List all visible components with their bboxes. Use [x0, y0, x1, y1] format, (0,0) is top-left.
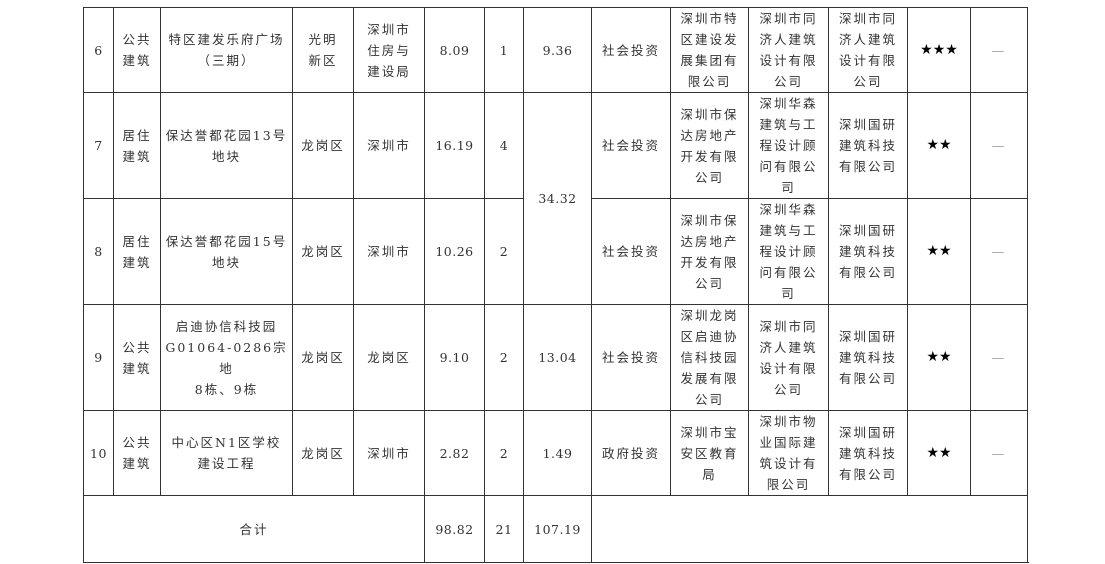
district: 龙岗区 — [292, 304, 354, 411]
project-name: 保达誉都花园13号 地块 — [160, 92, 293, 199]
authority: 深圳市 — [353, 92, 425, 199]
building-type: 公共 建筑 — [113, 304, 161, 411]
building-area: 2.82 — [424, 410, 485, 496]
note: — — [970, 7, 1028, 93]
row-number: 9 — [83, 304, 114, 411]
project-name: 中心区N1区学校 建设工程 — [160, 410, 293, 496]
design-unit: 深圳市物 业国际建 筑设计有 限公司 — [748, 410, 829, 496]
star-rating: ★★★ — [907, 7, 971, 93]
total-empty — [591, 495, 1028, 563]
note: — — [970, 304, 1028, 411]
developer: 深圳市特 区建设发 展集团有 限公司 — [670, 7, 749, 93]
consulting-unit: 深圳国研 建筑科技 有限公司 — [828, 92, 908, 199]
building-type: 公共 建筑 — [113, 410, 161, 496]
developer: 深圳市宝 安区教育 局 — [670, 410, 749, 496]
building-count: 2 — [484, 304, 524, 411]
row-number: 8 — [83, 198, 114, 305]
row-number: 10 — [83, 410, 114, 496]
building-area: 9.10 — [424, 304, 485, 411]
row-number: 6 — [83, 7, 114, 93]
row-number: 7 — [83, 92, 114, 199]
total-investment: 107.19 — [523, 495, 592, 563]
investment: 1.49 — [523, 410, 592, 496]
total-count: 21 — [484, 495, 524, 563]
table-row: 6 公共 建筑 特区建发乐府广场 （三期） 光明 新区 深圳市 住房与 建设局 8.09 1… — [83, 7, 1028, 93]
building-count: 1 — [484, 7, 524, 93]
total-label: 合计 — [83, 495, 425, 563]
investment-type: 政府投资 — [591, 410, 671, 496]
authority: 深圳市 — [353, 410, 425, 496]
project-name: 启迪协信科技园 G01064-0286宗地 8栋、9栋 — [160, 304, 293, 411]
investment: 9.36 — [523, 7, 592, 93]
authority: 深圳市 — [353, 198, 425, 305]
design-unit: 深圳市同 济人建筑 设计有限 公司 — [748, 304, 829, 411]
investment-type: 社会投资 — [591, 304, 671, 411]
star-rating: ★★ — [907, 92, 971, 199]
project-table: 6 公共 建筑 特区建发乐府广场 （三期） 光明 新区 深圳市 住房与 建设局 8.09 1… — [83, 7, 1028, 563]
building-count: 4 — [484, 92, 524, 199]
design-unit: 深圳华森 建筑与工 程设计顾 问有限公 司 — [748, 92, 829, 199]
building-type: 居住 建筑 — [113, 198, 161, 305]
project-name: 保达誉都花园15号 地块 — [160, 198, 293, 305]
developer: 深圳市保 达房地产 开发有限 公司 — [670, 92, 749, 199]
consulting-unit: 深圳国研 建筑科技 有限公司 — [828, 410, 908, 496]
project-name: 特区建发乐府广场 （三期） — [160, 7, 293, 93]
investment: 13.04 — [523, 304, 592, 411]
building-area: 8.09 — [424, 7, 485, 93]
star-rating: ★★ — [907, 198, 971, 305]
note: — — [970, 410, 1028, 496]
design-unit: 深圳市同 济人建筑 设计有限 公司 — [748, 7, 829, 93]
building-count: 2 — [484, 410, 524, 496]
total-row: 合计 98.82 21 107.19 — [83, 495, 1028, 563]
investment: 34.32 — [523, 92, 592, 305]
developer: 深圳市保 达房地产 开发有限 公司 — [670, 198, 749, 305]
district: 龙岗区 — [292, 92, 354, 199]
table-row: 7 居住 建筑 保达誉都花园13号 地块 龙岗区 深圳市 16.19 4 34.32 社会投资深… — [83, 92, 1028, 305]
building-area: 16.19 — [424, 92, 485, 199]
building-count: 2 — [484, 198, 524, 305]
district: 光明 新区 — [292, 7, 354, 93]
star-rating: ★★ — [907, 410, 971, 496]
authority: 深圳市 住房与 建设局 — [353, 7, 425, 93]
district: 龙岗区 — [292, 198, 354, 305]
star-rating: ★★ — [907, 304, 971, 411]
consulting-unit: 深圳国研 建筑科技 有限公司 — [828, 304, 908, 411]
building-type: 公共 建筑 — [113, 7, 161, 93]
design-unit: 深圳华森 建筑与工 程设计顾 问有限公 司 — [748, 198, 829, 305]
district: 龙岗区 — [292, 410, 354, 496]
table-row: 10 公共 建筑 中心区N1区学校 建设工程 龙岗区 深圳市 2.82 2 1.49 政府投资深… — [83, 410, 1028, 496]
developer: 深圳龙岗 区启迪协 信科技园 发展有限 公司 — [670, 304, 749, 411]
note: — — [970, 198, 1028, 305]
building-type: 居住 建筑 — [113, 92, 161, 199]
authority: 龙岗区 — [353, 304, 425, 411]
investment-type: 社会投资 — [591, 92, 671, 199]
investment-type: 社会投资 — [591, 7, 671, 93]
table-row: 9 公共 建筑 启迪协信科技园 G01064-0286宗地 8栋、9栋 龙岗区 龙岗区 9… — [83, 304, 1028, 411]
note: — — [970, 92, 1028, 199]
table-row: 8 居住 建筑 保达誉都花园15号 地块 龙岗区 深圳市 10.26 2 社会投资 深圳市保 达… — [83, 198, 1028, 305]
investment-type: 社会投资 — [591, 198, 671, 305]
consulting-unit: 深圳市同 济人建筑 设计有限 公司 — [828, 7, 908, 93]
consulting-unit: 深圳国研 建筑科技 有限公司 — [828, 198, 908, 305]
building-area: 10.26 — [424, 198, 485, 305]
total-area: 98.82 — [424, 495, 485, 563]
